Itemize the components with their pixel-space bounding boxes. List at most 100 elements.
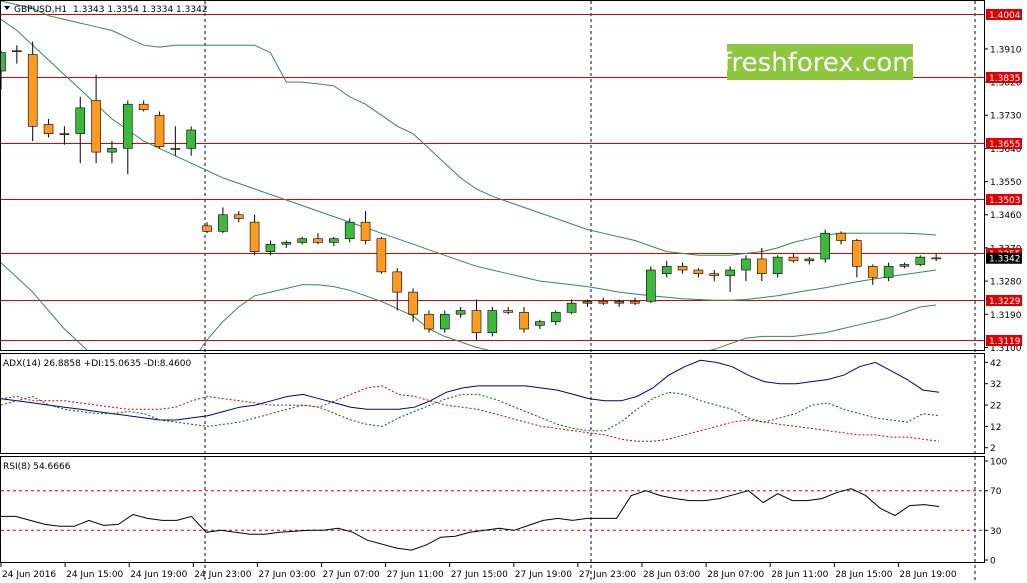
candle-body-33 (519, 312, 529, 330)
time-tick-label-9: 27 Jun 23:00 (579, 570, 636, 580)
price-tick-label-8: 1.3190 (990, 311, 1022, 321)
candle-body-41 (646, 269, 656, 302)
rsi-tick-label-1: 70 (990, 487, 1002, 497)
candle-body-10 (154, 114, 165, 147)
level-tag-bg-1 (986, 72, 1022, 83)
candle-body-20 (313, 238, 323, 243)
band-middle (1, 18, 937, 301)
rsi-label: RSI(8) 54.6666 (3, 462, 71, 472)
candle-body-59 (931, 257, 941, 260)
price-tick-label-9: 1.3100 (990, 344, 1022, 354)
time-tick-label-8: 27 Jun 19:00 (515, 570, 572, 580)
adx-tick-label-1: 32 (990, 380, 1001, 390)
candle-body-25 (392, 271, 403, 293)
time-axis[interactable]: 24 Jun 2016 24 Jun 15:00 24 Jun 19:00 24 Ju… (0, 563, 957, 580)
price-tick-label-7: 1.3280 (990, 278, 1022, 288)
candle-body-28 (439, 313, 450, 330)
price-tick-label-2: 1.3730 (990, 112, 1022, 122)
last-price-tag: 1.3342 (986, 252, 1022, 265)
candle-body-11 (170, 148, 181, 150)
time-tick-label-10: 28 Jun 03:00 (643, 570, 700, 580)
rsi-tick-label-0: 100 (990, 458, 1007, 468)
candle-body-21 (329, 238, 339, 243)
candle-body-29 (455, 310, 466, 315)
candle-body-42 (661, 266, 672, 275)
price-tick-label-4: 1.3550 (990, 178, 1022, 188)
candle-body-8 (123, 103, 133, 149)
candle-body-44 (693, 269, 704, 275)
adx-tick-label-0: 42 (990, 359, 1001, 369)
candle-body-32 (503, 310, 514, 313)
candle-body-24 (376, 238, 387, 273)
level-tag-1: 1.3835 (989, 74, 1021, 84)
candle-body-56 (883, 266, 894, 278)
bollinger-bands (1, 1, 937, 350)
last-price-value: 1.3342 (989, 255, 1021, 265)
watermark-text: freshforex.com (722, 48, 917, 78)
minus-di-line (0, 385, 940, 442)
level-tag-bg-5 (986, 295, 1022, 306)
rsi-axis[interactable]: 100 70 30 0 (984, 458, 1007, 567)
candle-body-36 (566, 302, 577, 313)
candle-body-47 (741, 258, 751, 271)
candle-body-43 (677, 266, 688, 271)
watermark: freshforex.com (722, 44, 918, 80)
time-tick-label-12: 28 Jun 11:00 (771, 570, 828, 580)
candle-body-49 (772, 256, 783, 275)
adx-label: ADX(14) 26.8858 +DI:15.0635 -DI:8.4600 (3, 359, 192, 369)
collapse-triangle-icon[interactable] (4, 6, 10, 10)
time-tick-label-4: 27 Jun 03:00 (258, 570, 315, 580)
level-tag-bg-6 (986, 335, 1022, 346)
rsi-line (1, 488, 940, 551)
candle-body-40 (630, 301, 640, 304)
band-upper (1, 1, 937, 256)
price-tick-label-3: 1.3640 (990, 145, 1022, 155)
rsi-lines (1, 488, 984, 551)
candle-body-48 (756, 258, 767, 275)
candle-body-17 (265, 243, 276, 252)
candle-body-15 (233, 214, 244, 219)
candlestick-series (1, 41, 941, 341)
time-tick-label-14: 28 Jun 19:00 (899, 570, 956, 580)
adx-axis[interactable]: 42 32 22 12 2 (984, 359, 1001, 454)
candle-body-3 (43, 124, 54, 134)
candle-body-31 (487, 310, 498, 333)
price-tick-label-1: 1.3820 (990, 79, 1022, 89)
adx-tick-label-3: 12 (990, 423, 1001, 433)
time-tick-label-11: 28 Jun 07:00 (707, 570, 764, 580)
candle-body-58 (915, 256, 926, 265)
adx-panel[interactable] (0, 353, 985, 454)
level-tag-bg-0 (986, 9, 1022, 20)
candle-body-2 (27, 54, 38, 127)
candle-body-0 (1, 52, 6, 72)
time-tick-label-7: 27 Jun 15:00 (451, 570, 508, 580)
adx-tick-label-4: 2 (990, 444, 996, 454)
candle-body-37 (582, 301, 593, 304)
candle-body-30 (471, 310, 482, 333)
candle-body-38 (598, 301, 609, 304)
time-tick-label-6: 27 Jun 11:00 (387, 570, 444, 580)
candle-body-16 (249, 221, 260, 252)
candle-body-27 (424, 313, 434, 330)
symbol-label: GBPUSD,H1 (14, 5, 67, 15)
ohlc-label: 1.3343 1.3354 1.3334 1.3342 (73, 5, 208, 15)
period-separators (204, 1, 976, 580)
candle-body-54 (852, 240, 862, 267)
candle-body-46 (725, 269, 735, 276)
candle-body-22 (344, 221, 355, 240)
time-tick-label-0: 24 Jun 2016 (2, 570, 56, 580)
level-tag-5: 1.3229 (989, 297, 1021, 307)
level-tag-bg-2 (986, 138, 1022, 149)
time-tick-label-13: 28 Jun 15:00 (835, 570, 892, 580)
rsi-panel[interactable] (0, 456, 985, 563)
candle-body-4 (59, 133, 70, 135)
time-tick-label-5: 27 Jun 07:00 (323, 570, 380, 580)
candle-body-26 (408, 291, 418, 315)
level-tag-bg-3 (986, 194, 1022, 205)
time-tick-label-3: 24 Jun 23:00 (194, 570, 251, 580)
watermark-background (727, 44, 913, 80)
candle-body-51 (804, 258, 815, 262)
candle-body-18 (281, 242, 292, 245)
candle-body-34 (535, 321, 545, 326)
